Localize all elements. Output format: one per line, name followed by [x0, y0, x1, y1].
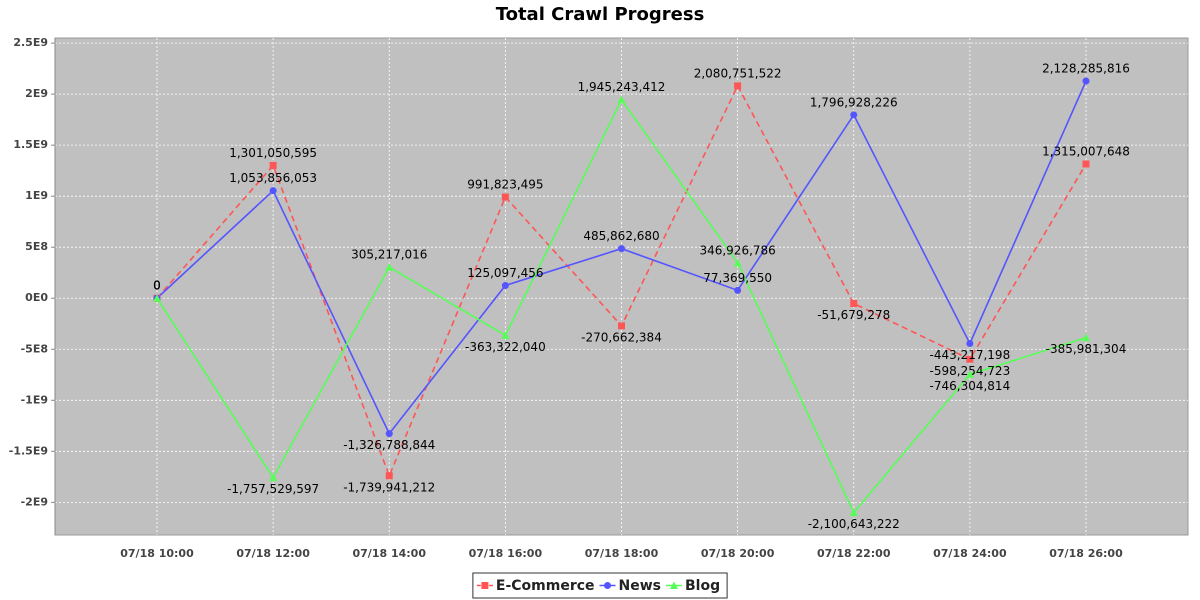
y-tick-label: -2E9: [21, 495, 48, 508]
legend-label: News: [619, 578, 661, 594]
marker: [670, 581, 679, 589]
marker: [618, 322, 625, 330]
value-label: -51,679,278: [817, 308, 890, 322]
x-tick-label: 07/18 12:00: [236, 547, 310, 560]
marker: [481, 582, 489, 589]
marker: [385, 472, 393, 480]
x-tick-label: 07/18 10:00: [120, 547, 194, 560]
marker: [966, 355, 974, 363]
y-tick-label: 0E0: [25, 291, 48, 304]
x-tick-label: 07/18 16:00: [469, 547, 543, 560]
value-label: -2,100,643,222: [808, 517, 900, 531]
marker: [269, 161, 277, 169]
marker: [849, 508, 858, 517]
value-label: 77,369,550: [703, 271, 772, 285]
marker: [385, 263, 394, 271]
value-label: 485,862,680: [583, 229, 659, 243]
value-label: -1,739,941,212: [343, 480, 435, 494]
y-tick-label: 1E9: [25, 189, 48, 202]
marker: [1082, 77, 1090, 85]
marker: [618, 245, 625, 253]
marker: [501, 331, 510, 339]
value-label: -385,981,304: [1046, 342, 1127, 356]
marker: [734, 82, 742, 90]
value-label: 1,796,928,226: [810, 95, 898, 109]
value-label: 125,097,456: [467, 266, 543, 280]
value-label: 0: [153, 279, 161, 293]
y-tick-label: 2E9: [25, 87, 48, 100]
value-label: -746,304,814: [930, 379, 1011, 393]
legend-label: Blog: [685, 578, 720, 594]
y-tick-label: 2.5E9: [13, 36, 48, 49]
marker: [850, 111, 858, 119]
x-tick-label: 07/18 24:00: [933, 547, 1007, 560]
value-label: 2,128,285,816: [1042, 62, 1130, 76]
value-label: 1,945,243,412: [578, 80, 666, 94]
value-label: 0: [153, 279, 161, 293]
x-tick-label: 07/18 26:00: [1049, 547, 1123, 560]
marker: [269, 473, 278, 482]
y-tick-label: -5E8: [21, 342, 48, 355]
y-tick-label: -1.5E9: [9, 444, 48, 457]
marker: [1082, 333, 1090, 342]
value-label: 1,053,856,053: [229, 171, 317, 185]
x-tick-label: 07/18 14:00: [353, 547, 427, 560]
y-tick-label: -1E9: [21, 393, 48, 406]
marker: [1082, 160, 1090, 168]
marker: [617, 95, 626, 104]
marker: [965, 370, 974, 378]
value-label: 991,823,495: [467, 178, 543, 192]
marker: [734, 286, 742, 294]
value-label: 2,080,751,522: [694, 66, 782, 80]
value-label: -270,662,384: [581, 330, 662, 344]
value-label: -443,217,198: [930, 348, 1011, 362]
legend-label: E-Commerce: [496, 578, 595, 594]
value-label: -1,757,529,597: [227, 482, 319, 496]
chart-title: Total Crawl Progress: [496, 4, 705, 25]
marker: [604, 582, 612, 589]
x-tick-label: 07/18 22:00: [817, 547, 891, 560]
marker: [733, 258, 742, 267]
marker: [850, 300, 858, 308]
value-label: 0: [153, 279, 161, 293]
marker: [153, 294, 161, 302]
value-label: 346,926,786: [699, 243, 775, 257]
marker: [966, 339, 974, 347]
y-tick-label: 1.5E9: [13, 138, 48, 151]
value-label: 305,217,016: [351, 248, 427, 262]
x-tick-label: 07/18 20:00: [701, 547, 775, 560]
value-label: -1,326,788,844: [343, 438, 435, 452]
marker: [385, 430, 393, 438]
legend: E-Commerce News Blog: [472, 572, 728, 599]
x-tick-label: 07/18 18:00: [585, 547, 659, 560]
value-label: 1,301,050,595: [229, 146, 317, 160]
value-label: 1,315,007,648: [1042, 145, 1130, 159]
y-tick-label: 5E8: [25, 240, 48, 253]
value-label: -363,322,040: [465, 340, 546, 354]
marker: [269, 187, 277, 195]
marker: [501, 193, 509, 201]
marker: [501, 281, 509, 289]
